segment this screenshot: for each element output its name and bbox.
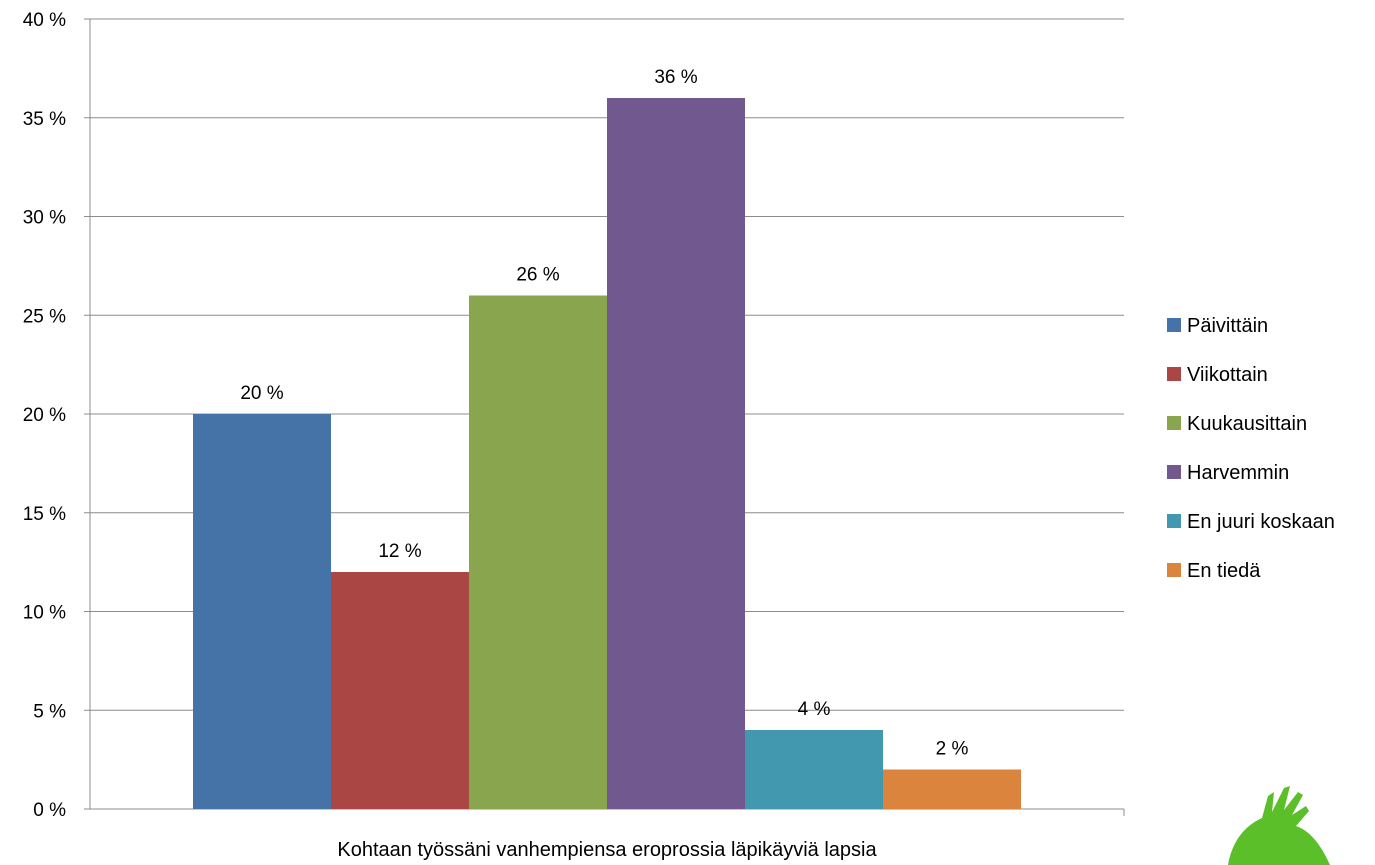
legend-label: Kuukausittain bbox=[1187, 413, 1307, 435]
y-axis: 0 % 5 % 10 % 15 % 20 % 25 % 30 % 35 % 40 % bbox=[23, 10, 1125, 821]
legend-label: Viikottain bbox=[1187, 364, 1268, 386]
data-label: 36 % bbox=[654, 67, 697, 88]
bar-6 bbox=[883, 769, 1021, 809]
y-tick-label: 0 % bbox=[33, 800, 66, 821]
legend-swatch bbox=[1167, 318, 1181, 332]
legend-label: Päivittäin bbox=[1187, 315, 1268, 337]
legend-label: En juuri koskaan bbox=[1187, 511, 1335, 533]
x-axis-title: Kohtaan työssäni vanhempiensa eroprossia… bbox=[337, 839, 877, 861]
y-tick-label: 15 % bbox=[23, 504, 66, 525]
y-tick-label: 30 % bbox=[23, 208, 66, 229]
y-tick-label: 40 % bbox=[23, 10, 66, 31]
legend-swatch bbox=[1167, 465, 1181, 479]
legend-label: Harvemmin bbox=[1187, 462, 1289, 484]
y-tick-label: 10 % bbox=[23, 603, 66, 624]
legend-label: En tiedä bbox=[1187, 560, 1261, 582]
bar-5 bbox=[745, 730, 883, 809]
data-labels: 20 % 12 % 26 % 36 % 4 % 2 % bbox=[240, 67, 968, 760]
data-label: 20 % bbox=[240, 383, 283, 404]
bar-1 bbox=[193, 414, 331, 809]
bar-3 bbox=[469, 295, 607, 809]
y-tick-label: 35 % bbox=[23, 109, 66, 130]
legend-swatch bbox=[1167, 563, 1181, 577]
legend-swatch bbox=[1167, 416, 1181, 430]
data-label: 26 % bbox=[516, 265, 559, 286]
data-label: 12 % bbox=[378, 541, 421, 562]
data-label: 4 % bbox=[798, 699, 831, 720]
data-label: 2 % bbox=[936, 739, 969, 760]
y-tick-label: 5 % bbox=[33, 701, 66, 722]
legend: Päivittäin Viikottain Kuukausittain Harvemm… bbox=[1167, 315, 1335, 582]
bars bbox=[193, 98, 1021, 809]
y-tick-label: 25 % bbox=[23, 306, 66, 327]
green-hand-logo bbox=[1228, 786, 1330, 865]
y-tick-label: 20 % bbox=[23, 405, 66, 426]
legend-swatch bbox=[1167, 514, 1181, 528]
legend-swatch bbox=[1167, 367, 1181, 381]
bar-2 bbox=[331, 572, 469, 809]
bar-4 bbox=[607, 98, 745, 809]
